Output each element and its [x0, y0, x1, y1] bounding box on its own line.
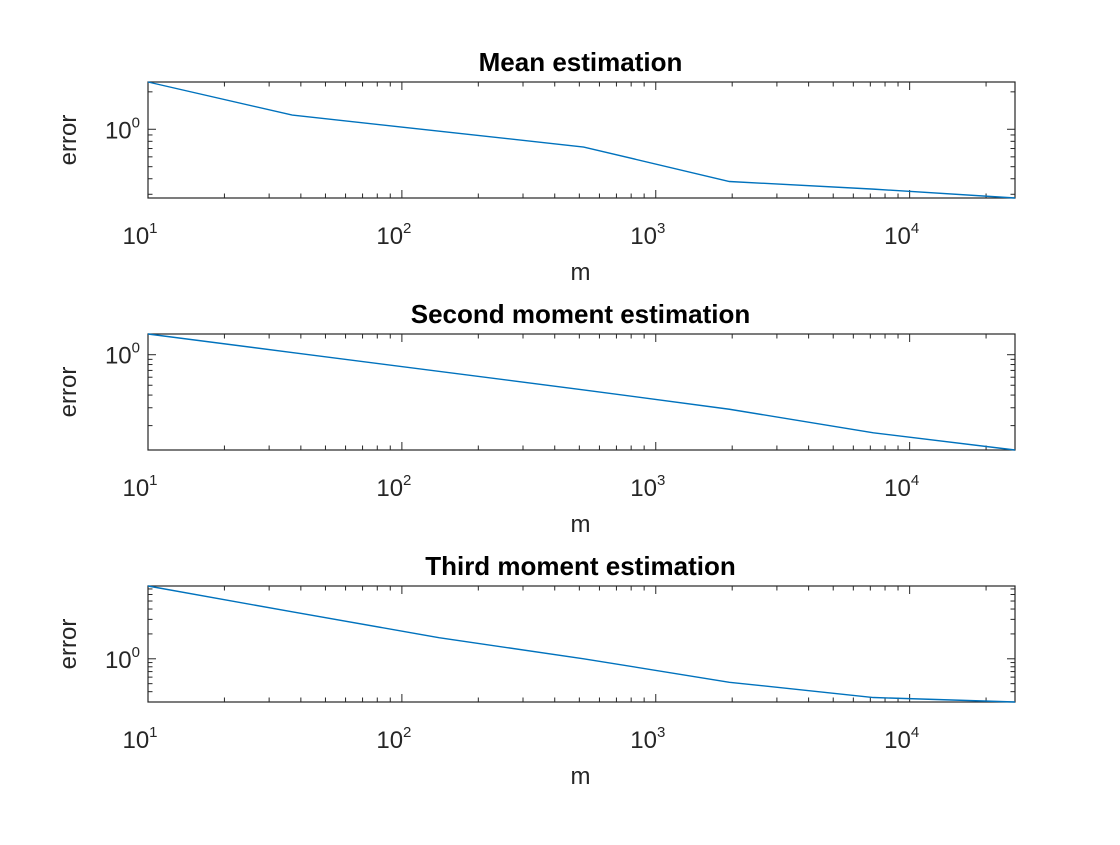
x-tick-base: 10: [122, 727, 149, 754]
chart-title: Second moment estimation: [411, 299, 751, 329]
y-tick-label: 100: [105, 644, 140, 674]
x-tick-base: 10: [884, 727, 911, 754]
y-axis-label: error: [55, 115, 82, 166]
series-line: [147, 585, 1016, 703]
x-tick-exponent: 2: [403, 472, 411, 489]
chart-title: Third moment estimation: [425, 551, 736, 581]
x-tick-label: 103: [630, 472, 665, 502]
x-tick-base: 10: [630, 727, 657, 754]
y-tick-label: 100: [105, 114, 140, 144]
x-tick-exponent: 4: [911, 472, 919, 489]
x-tick-label: 104: [884, 472, 919, 502]
x-tick-exponent: 1: [149, 220, 157, 237]
x-tick-label: 102: [376, 472, 411, 502]
y-axis-label: error: [55, 619, 82, 670]
x-tick-label: 102: [376, 724, 411, 754]
series-line: [147, 333, 1016, 451]
x-tick-label: 101: [122, 220, 157, 250]
x-tick-exponent: 1: [149, 724, 157, 741]
series-line: [147, 81, 1016, 199]
x-axis-label: m: [571, 259, 591, 286]
x-tick-label: 102: [376, 220, 411, 250]
y-tick-exponent: 0: [132, 114, 140, 131]
y-tick-exponent: 0: [132, 644, 140, 661]
y-axis-label: error: [55, 367, 82, 418]
x-tick-label: 101: [122, 724, 157, 754]
y-tick-label: 100: [105, 340, 140, 370]
chart-title: Mean estimation: [479, 47, 683, 77]
x-tick-label: 103: [630, 724, 665, 754]
x-tick-base: 10: [376, 223, 403, 250]
x-axis-label: m: [571, 511, 591, 538]
axes-frame: [147, 333, 1016, 451]
y-tick-base: 10: [105, 117, 132, 144]
x-axis-label: m: [571, 763, 591, 790]
x-tick-exponent: 3: [657, 472, 665, 489]
x-tick-label: 104: [884, 724, 919, 754]
y-tick-base: 10: [105, 647, 132, 674]
x-tick-label: 104: [884, 220, 919, 250]
x-tick-label: 103: [630, 220, 665, 250]
x-tick-exponent: 3: [657, 724, 665, 741]
x-tick-base: 10: [884, 475, 911, 502]
x-tick-label: 101: [122, 472, 157, 502]
x-tick-exponent: 4: [911, 220, 919, 237]
x-tick-base: 10: [884, 223, 911, 250]
x-tick-base: 10: [630, 223, 657, 250]
y-tick-base: 10: [105, 343, 132, 370]
x-tick-base: 10: [376, 475, 403, 502]
x-tick-base: 10: [122, 475, 149, 502]
x-tick-exponent: 2: [403, 220, 411, 237]
x-tick-exponent: 3: [657, 220, 665, 237]
x-tick-base: 10: [122, 223, 149, 250]
x-tick-base: 10: [376, 727, 403, 754]
x-tick-exponent: 1: [149, 472, 157, 489]
x-tick-exponent: 4: [911, 724, 919, 741]
x-tick-base: 10: [630, 475, 657, 502]
axes-frame: [147, 81, 1016, 199]
y-tick-exponent: 0: [132, 340, 140, 357]
x-tick-exponent: 2: [403, 724, 411, 741]
axes-frame: [147, 585, 1016, 703]
